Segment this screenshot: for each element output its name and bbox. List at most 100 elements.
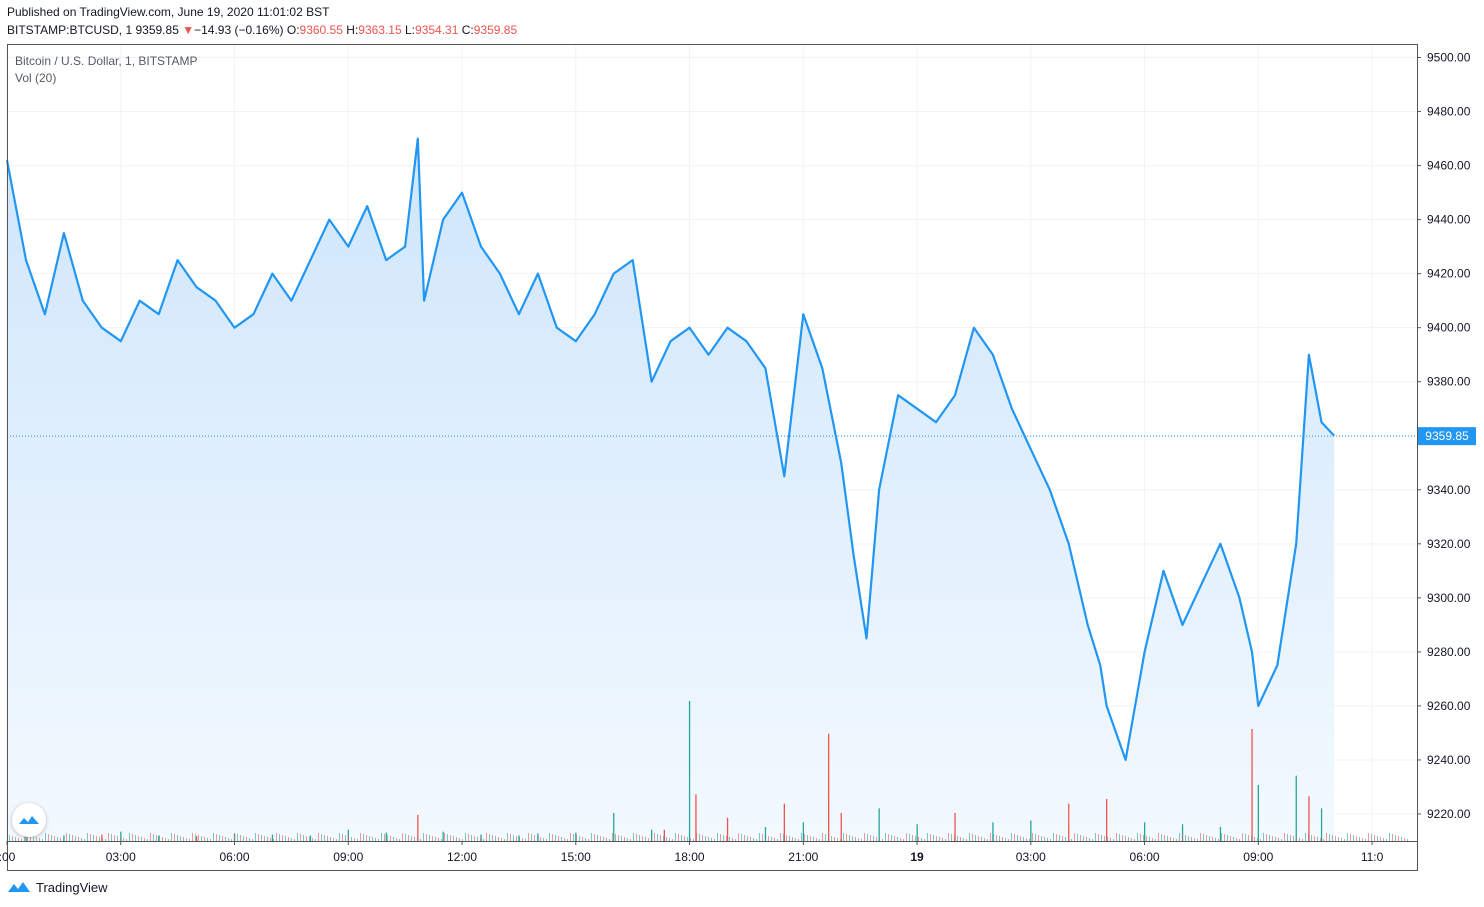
volume-bar <box>1257 838 1258 841</box>
volume-bar <box>1152 838 1153 841</box>
y-tick-label: 9320.00 <box>1427 537 1471 551</box>
volume-bar <box>1023 837 1024 841</box>
volume-bar <box>954 813 956 841</box>
volume-bar <box>768 836 769 841</box>
x-tick-label: :00 <box>0 850 16 864</box>
volume-bar <box>165 838 166 841</box>
volume-bar <box>135 835 136 841</box>
volume-bar <box>1311 835 1312 841</box>
volume-bar <box>699 834 700 841</box>
x-tick-label: 03:00 <box>1016 850 1046 864</box>
volume-bar <box>1194 838 1195 841</box>
volume-bar <box>171 833 172 841</box>
volume-bar <box>666 837 667 841</box>
volume-bar <box>807 835 808 841</box>
open-label: O: <box>286 23 300 37</box>
footer-brand[interactable]: TradingView <box>7 879 108 895</box>
volume-bar <box>1197 839 1198 841</box>
volume-bar <box>1092 839 1093 841</box>
volume-bar <box>342 834 343 841</box>
volume-bar <box>1038 835 1039 841</box>
y-tick-label: 9340.00 <box>1427 483 1471 497</box>
volume-bar <box>30 835 31 841</box>
volume-bar <box>834 837 835 841</box>
volume-bar <box>741 834 742 841</box>
volume-bar <box>261 835 262 841</box>
volume-bar <box>276 833 277 841</box>
volume-bar <box>1239 839 1240 841</box>
volume-bar <box>840 813 842 841</box>
volume-bar <box>339 833 340 841</box>
open-value: 9360.55 <box>299 23 343 37</box>
volume-bar <box>723 835 724 841</box>
volume-bar <box>714 839 715 841</box>
volume-bar <box>597 835 598 841</box>
volume-bar <box>126 839 127 841</box>
y-tick-label: 9240.00 <box>1427 753 1471 767</box>
volume-bar <box>543 838 544 841</box>
volume-bar <box>144 838 145 841</box>
volume-bar <box>969 833 970 841</box>
volume-bar <box>489 834 490 841</box>
last-price-tag <box>1418 427 1476 446</box>
volume-bar <box>510 834 511 841</box>
volume-bar <box>183 837 184 841</box>
volume-bar <box>402 833 403 841</box>
volume-bar <box>282 835 283 841</box>
tradingview-logo-icon[interactable] <box>12 803 46 837</box>
y-tick-label: 9280.00 <box>1427 645 1471 659</box>
volume-bar <box>300 834 301 841</box>
volume-bar <box>39 838 40 841</box>
volume-bar <box>252 839 253 841</box>
volume-bar <box>387 835 388 841</box>
volume-bar <box>1071 839 1072 841</box>
volume-bar <box>54 836 55 841</box>
volume-bar <box>828 835 829 841</box>
volume-bar <box>210 839 211 841</box>
volume-bar <box>903 839 904 841</box>
volume-bar <box>399 839 400 841</box>
volume-bar <box>522 838 523 841</box>
volume-bar <box>921 838 922 841</box>
volume-bar <box>480 834 482 841</box>
volume-bar <box>318 833 319 841</box>
volume-bar <box>25 833 27 841</box>
volume-bar <box>984 838 985 841</box>
volume-bar <box>606 838 607 841</box>
volume-bar <box>861 839 862 841</box>
volume-bar <box>369 836 370 841</box>
x-tick-label: 21:00 <box>788 850 818 864</box>
volume-bar <box>9 835 10 841</box>
y-tick-label: 9400.00 <box>1427 321 1471 335</box>
volume-bar <box>1266 834 1267 841</box>
volume-bar <box>99 837 100 841</box>
volume-bar <box>888 834 889 841</box>
volume-bar <box>1128 837 1129 841</box>
volume-bar <box>33 836 34 841</box>
volume-bar <box>102 838 103 841</box>
volume-bar <box>575 832 577 841</box>
volume-bar <box>246 837 247 841</box>
volume-bar <box>363 834 364 841</box>
volume-bar <box>927 833 928 841</box>
volume-bar <box>858 838 859 841</box>
volume-bar <box>945 839 946 841</box>
volume-bar <box>738 833 739 841</box>
volume-bar <box>876 837 877 841</box>
volume-bar <box>688 701 691 841</box>
volume-bar <box>441 839 442 841</box>
volume-bar <box>1278 838 1279 841</box>
volume-bar <box>357 839 358 841</box>
volume-bar <box>258 834 259 841</box>
volume-bar <box>279 834 280 841</box>
volume-bar <box>12 836 13 841</box>
volume-bar <box>213 833 214 841</box>
published-caption: Published on TradingView.com, June 19, 2… <box>7 5 329 19</box>
volume-bar <box>519 837 520 841</box>
volume-bar <box>1104 836 1105 841</box>
volume-bar <box>1181 824 1184 841</box>
volume-bar <box>417 814 419 841</box>
volume-bar <box>1344 839 1345 841</box>
volume-bar <box>1068 838 1069 841</box>
